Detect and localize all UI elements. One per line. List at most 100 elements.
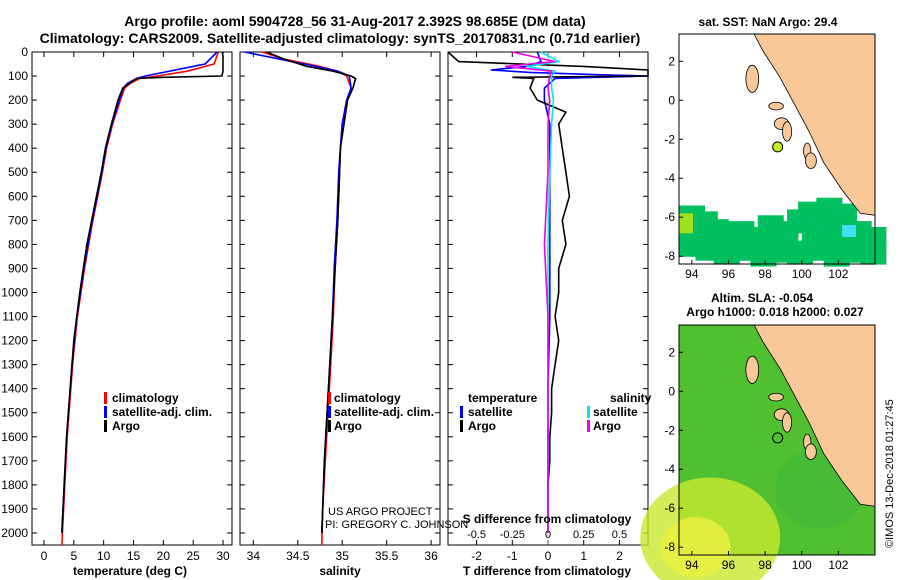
map-x-tick-label: 96: [722, 267, 736, 281]
x-tick-label: 35: [336, 549, 350, 563]
x-tick-label: 1: [580, 549, 587, 563]
series-line-temperature-satellite: [490, 51, 649, 533]
map-x-tick-label: 94: [685, 558, 699, 572]
sla-map-title2: Argo h1000: 0.018 h2000: 0.027: [686, 305, 864, 319]
series-line-satellite-adj.-clim.: [61, 51, 218, 534]
series-line-satellite-adj.-clim.: [244, 51, 352, 534]
sla-peak-region: [660, 517, 731, 578]
header-line2: Climatology: CARS2009. Satellite-adjuste…: [40, 30, 641, 46]
legend-swatch-sal-argo: [328, 420, 331, 432]
sst-cell: [798, 201, 825, 226]
legend-label-sal-argo: Argo: [334, 419, 362, 433]
map-y-tick-label: -2: [664, 132, 675, 146]
sst-warm-cell: [679, 213, 693, 234]
series-line-salinity-satellite: [526, 51, 562, 533]
island: [804, 443, 817, 460]
s-tick-label: 0.5: [612, 529, 627, 541]
map-x-tick-label: 102: [828, 558, 848, 572]
y-tick-label: 200: [8, 93, 28, 107]
legend-swatch-t-argo: [460, 420, 463, 432]
x-tick-label: 30: [216, 549, 230, 563]
series-line-climatology: [261, 51, 352, 546]
sst-map-title: sat. SST: NaN Argo: 29.4: [699, 15, 838, 29]
map-x-tick-label: 98: [758, 558, 772, 572]
legend-swatch-sal-climatology: [328, 392, 331, 404]
map-y-tick-label: 0: [668, 384, 675, 398]
x-tick-label: 36: [424, 549, 438, 563]
legend-label-t-satellite: satellite: [468, 405, 513, 419]
legend-label-sal-satellite: satellite-adj. clim.: [334, 405, 434, 419]
sla-map-title1: Altim. SLA: -0.054: [711, 291, 813, 305]
x-tick-label: 34: [247, 549, 261, 563]
x-tick-label: 2: [616, 549, 623, 563]
island: [768, 392, 784, 402]
sst-map: 94 96 98 100 102 2 0 -2 -4 -6 -8: [664, 33, 887, 281]
legend-swatch-climatology: [104, 392, 107, 404]
y-tick-label: 1100: [2, 310, 28, 324]
timestamp-stamp: ©IMOS 13-Dec-2018 01:27:45: [884, 399, 896, 548]
y-tick-label: 1500: [1, 406, 28, 420]
x-tick-label: 10: [97, 549, 111, 563]
legend-title-temperature: temperature: [468, 391, 538, 405]
credit-pi: PI: GREGORY C. JOHNSON: [325, 519, 468, 531]
y-tick-label: 400: [8, 141, 28, 155]
legend-label-satellite: satellite-adj. clim.: [112, 405, 212, 419]
y-tick-label: 300: [8, 117, 28, 131]
x-tick-label: 35.5: [375, 549, 399, 563]
series-line-temperature-argo: [447, 51, 649, 533]
island: [782, 412, 793, 433]
y-tick-label: 500: [8, 165, 28, 179]
x-tick-label: 34.5: [286, 549, 310, 563]
map-x-tick-label: 100: [792, 267, 812, 281]
y-tick-label: 100: [8, 69, 28, 83]
legend-label-sal-climatology: climatology: [334, 391, 401, 405]
legend-swatch-t-satellite: [460, 406, 463, 418]
island: [768, 101, 784, 111]
credit-project: US ARGO PROJECT: [328, 506, 433, 518]
legend-swatch-sal-satellite: [328, 406, 331, 418]
map-x-tick-label: 102: [828, 267, 848, 281]
legend-swatch-argo: [104, 420, 107, 432]
island: [745, 64, 760, 93]
x-tick-label: -1: [507, 549, 518, 563]
x-tick-label: 25: [187, 549, 201, 563]
legend-swatch-satellite: [104, 406, 107, 418]
map-x-tick-label: 100: [792, 558, 812, 572]
argo-float-marker: [772, 432, 784, 444]
y-tick-label: 1600: [1, 430, 28, 444]
series-line-argo: [266, 51, 357, 534]
sst-cell: [860, 240, 887, 265]
y-tick-label: 1000: [1, 285, 28, 299]
legend-label-climatology: climatology: [112, 391, 179, 405]
legend-label-t-argo: Argo: [468, 419, 496, 433]
x-tick-label: -2: [471, 549, 482, 563]
x-tick-label: 0: [41, 549, 48, 563]
map-y-tick-label: -8: [664, 249, 675, 263]
map-y-tick-label: -6: [664, 501, 675, 515]
x-tick-label: 15: [127, 549, 141, 563]
y-tick-label: 800: [8, 237, 28, 251]
s-tick-label: 0.25: [573, 529, 594, 541]
header-line1: Argo profile: aoml 5904728_56 31-Aug-201…: [124, 13, 585, 29]
salinity-legend: climatology satellite-adj. clim. Argo: [328, 391, 434, 433]
difference-panel: -2 -1 0 1 2-0.5 -0.25 0 0.25 0.5: [447, 51, 649, 563]
map-frame: [678, 324, 876, 556]
map-y-tick-label: -4: [664, 462, 675, 476]
y-tick-label: 900: [8, 261, 28, 275]
map-y-tick-label: 2: [668, 54, 675, 68]
series-line-climatology: [61, 51, 220, 546]
difference-legend: temperature satellite Argo salinity sate…: [460, 391, 652, 433]
map-y-tick-label: -4: [664, 171, 675, 185]
sst-cool-cell: [842, 225, 857, 238]
map-x-tick-label: 94: [685, 267, 699, 281]
legend-swatch-s-argo: [587, 420, 590, 432]
y-tick-label: 1400: [1, 382, 28, 396]
legend-swatch-s-satellite: [587, 406, 590, 418]
legend-label-argo: Argo: [112, 419, 140, 433]
salinity-panel: 34 34.5 35 35.5 36: [239, 51, 441, 563]
difference-xlabel2: S difference from climatology: [463, 512, 632, 526]
map-frame: [678, 33, 876, 265]
y-tick-label: 1800: [1, 478, 28, 492]
map-y-tick-label: -8: [664, 540, 675, 554]
